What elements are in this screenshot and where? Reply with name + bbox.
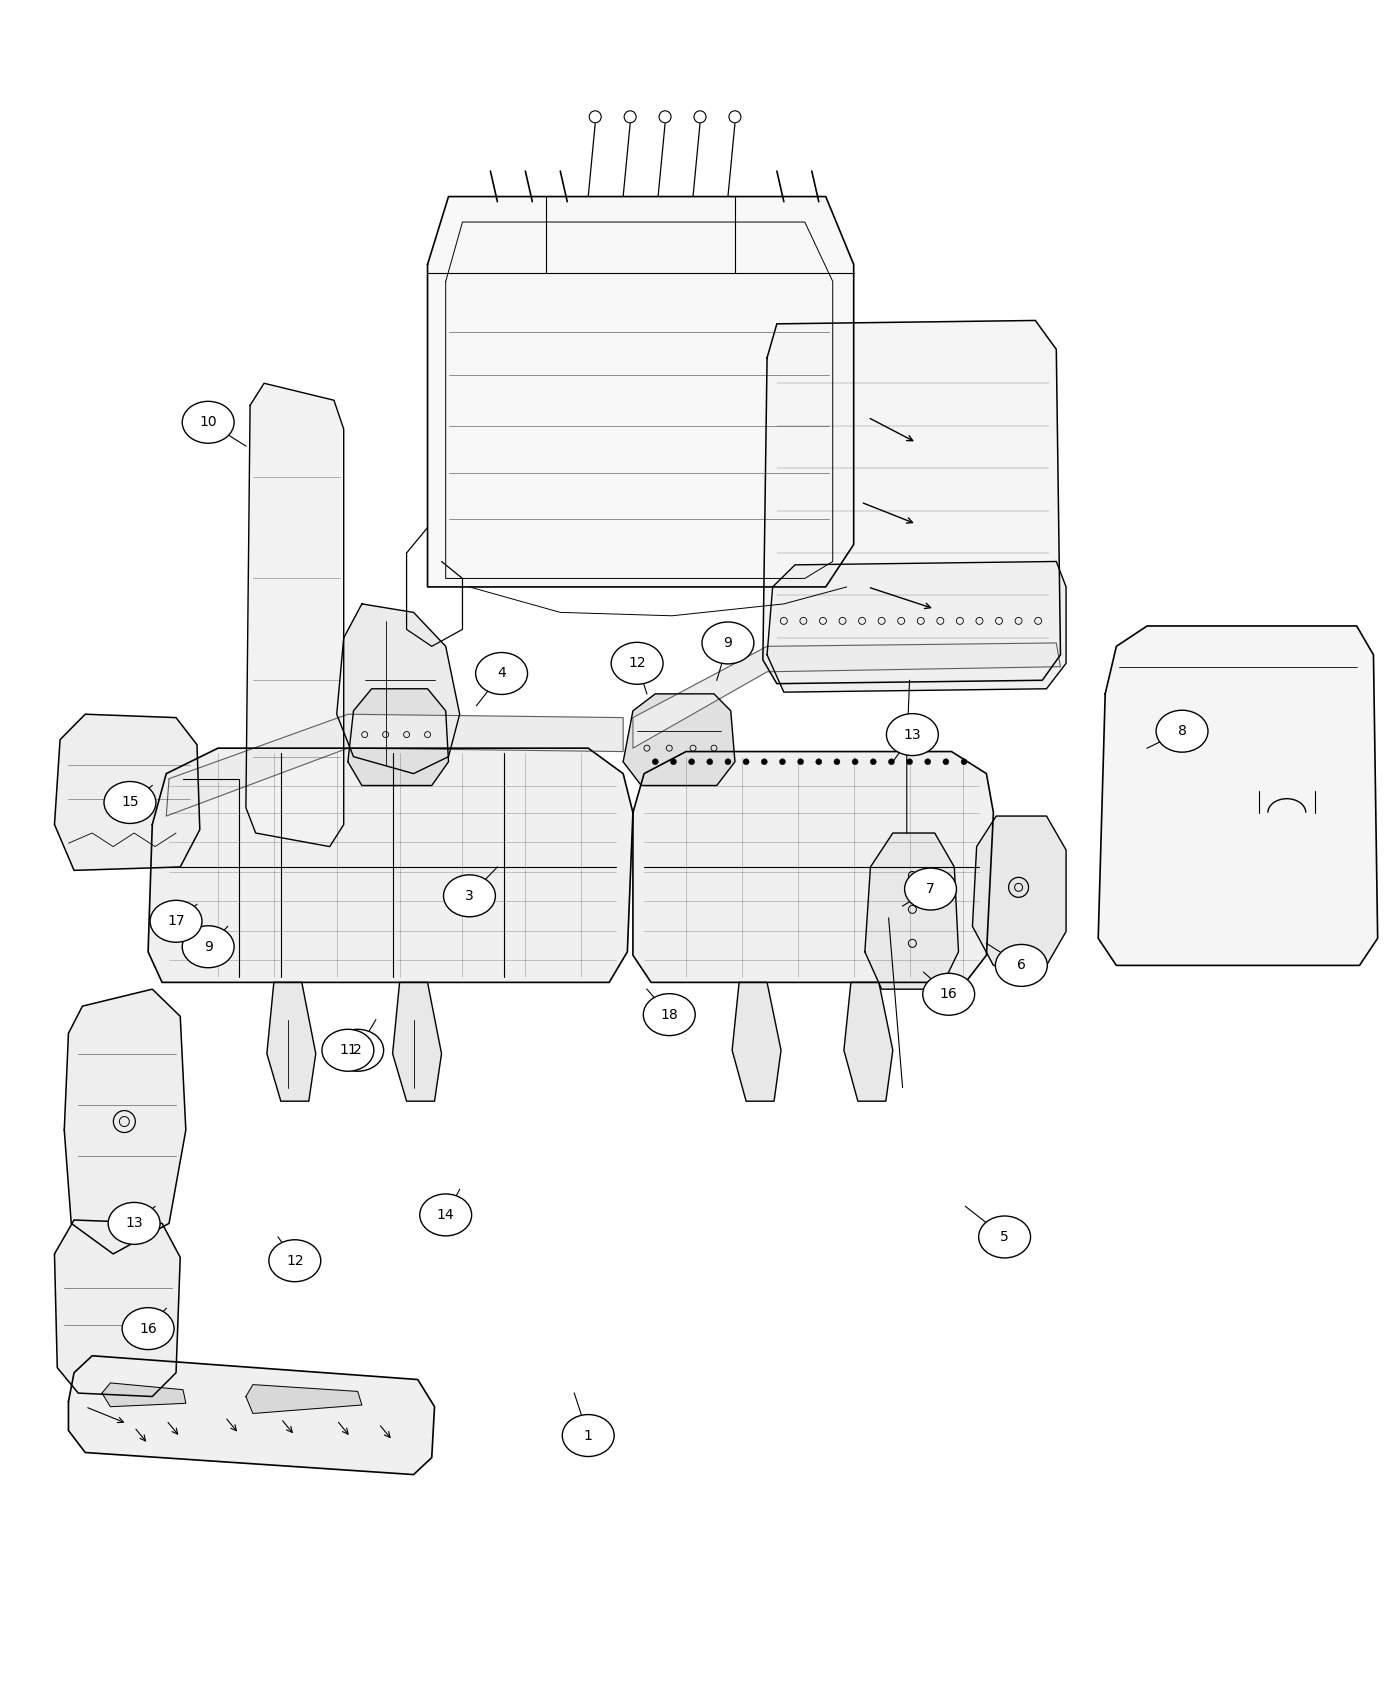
Ellipse shape [995, 945, 1047, 986]
Polygon shape [732, 983, 781, 1102]
Text: 3: 3 [465, 889, 473, 903]
Polygon shape [69, 1357, 434, 1474]
Polygon shape [767, 561, 1065, 692]
Text: 9: 9 [204, 940, 213, 954]
Polygon shape [55, 1221, 181, 1396]
Ellipse shape [122, 1307, 174, 1350]
Text: 17: 17 [167, 915, 185, 928]
Ellipse shape [923, 974, 974, 1015]
Circle shape [960, 758, 967, 765]
Text: 11: 11 [339, 1044, 357, 1057]
Polygon shape [865, 833, 959, 989]
Circle shape [780, 758, 785, 765]
Ellipse shape [104, 782, 155, 823]
Text: 4: 4 [497, 666, 505, 680]
Circle shape [652, 758, 658, 765]
Polygon shape [337, 604, 459, 774]
Polygon shape [633, 751, 994, 983]
Polygon shape [64, 989, 186, 1255]
Circle shape [689, 758, 694, 765]
Circle shape [907, 758, 913, 765]
Polygon shape [1098, 626, 1378, 966]
Text: 15: 15 [122, 796, 139, 809]
Ellipse shape [150, 901, 202, 942]
Text: 13: 13 [903, 728, 921, 741]
Text: 10: 10 [199, 415, 217, 430]
Text: 2: 2 [353, 1044, 363, 1057]
Polygon shape [633, 643, 1060, 748]
Polygon shape [55, 714, 200, 870]
Text: 9: 9 [724, 636, 732, 649]
Ellipse shape [563, 1414, 615, 1457]
Circle shape [834, 758, 840, 765]
Circle shape [871, 758, 876, 765]
Ellipse shape [332, 1028, 384, 1071]
Ellipse shape [322, 1028, 374, 1071]
Ellipse shape [612, 643, 664, 685]
Polygon shape [246, 382, 344, 847]
Text: 12: 12 [286, 1253, 304, 1268]
Circle shape [816, 758, 822, 765]
Polygon shape [973, 816, 1065, 966]
Circle shape [889, 758, 895, 765]
Ellipse shape [420, 1193, 472, 1236]
Text: 12: 12 [629, 656, 645, 670]
Text: 18: 18 [661, 1008, 678, 1022]
Ellipse shape [904, 869, 956, 910]
Polygon shape [148, 748, 633, 983]
Ellipse shape [476, 653, 528, 695]
Text: 8: 8 [1177, 724, 1186, 738]
Polygon shape [763, 321, 1060, 683]
Text: 16: 16 [939, 988, 958, 1001]
Polygon shape [267, 983, 316, 1102]
Circle shape [762, 758, 767, 765]
Polygon shape [246, 1384, 361, 1413]
Ellipse shape [979, 1216, 1030, 1258]
Text: 14: 14 [437, 1209, 455, 1222]
Circle shape [725, 758, 731, 765]
Text: 6: 6 [1016, 959, 1026, 972]
Ellipse shape [182, 401, 234, 444]
Text: 5: 5 [1000, 1231, 1009, 1244]
Ellipse shape [1156, 711, 1208, 751]
Polygon shape [623, 694, 735, 785]
Polygon shape [349, 688, 448, 785]
Circle shape [707, 758, 713, 765]
Ellipse shape [444, 876, 496, 916]
Circle shape [944, 758, 949, 765]
Circle shape [671, 758, 676, 765]
Ellipse shape [269, 1239, 321, 1282]
Circle shape [743, 758, 749, 765]
Polygon shape [844, 983, 893, 1102]
Ellipse shape [644, 994, 696, 1035]
Ellipse shape [182, 927, 234, 967]
Circle shape [798, 758, 804, 765]
Circle shape [925, 758, 931, 765]
Polygon shape [167, 714, 623, 816]
Text: 7: 7 [927, 882, 935, 896]
Polygon shape [392, 983, 441, 1102]
Polygon shape [427, 197, 854, 586]
Text: 13: 13 [126, 1217, 143, 1231]
Polygon shape [102, 1382, 186, 1406]
Text: 1: 1 [584, 1428, 592, 1443]
Circle shape [853, 758, 858, 765]
Text: 16: 16 [139, 1321, 157, 1336]
Ellipse shape [886, 714, 938, 755]
Ellipse shape [108, 1202, 160, 1244]
Ellipse shape [701, 622, 753, 665]
